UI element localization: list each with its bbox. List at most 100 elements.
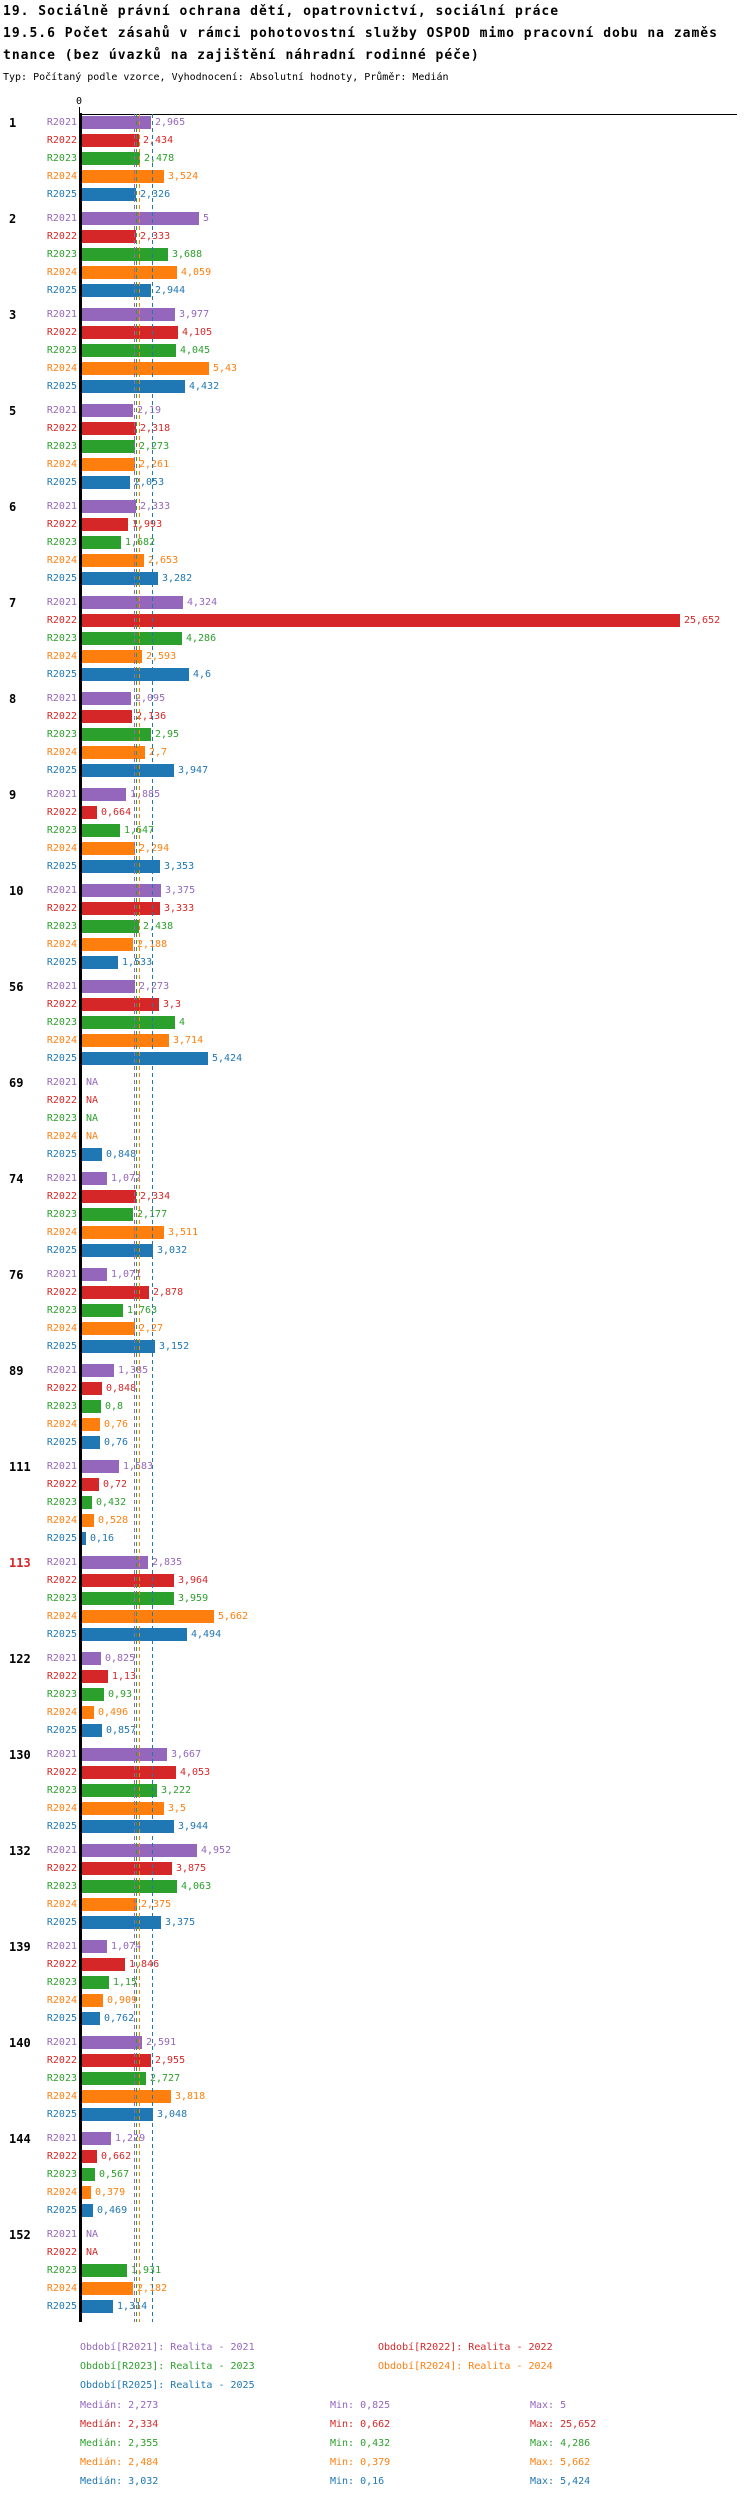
bar-R2021-group-139: [82, 1940, 107, 1953]
row-label-R2022: R2022: [46, 1095, 77, 1106]
bar-value-label: 0,72: [103, 1479, 128, 1490]
row-label-R2023: R2023: [46, 2169, 77, 2180]
bar-na-label: NA: [86, 2229, 99, 2240]
bar-value-label: 4,494: [191, 1629, 222, 1640]
bar-value-label: 3,944: [178, 1821, 209, 1832]
bar-R2022-group-132: [82, 1862, 172, 1875]
legend-item-r2022: Období[R2022]: Realita - 2022: [378, 2342, 553, 2353]
row-label-R2023: R2023: [46, 921, 77, 932]
stat-min-r2024: Min: 0,379: [330, 2457, 391, 2468]
group-label-8: 8: [9, 692, 17, 706]
bar-R2022-group-113: [82, 1574, 174, 1587]
row-label-R2024: R2024: [46, 843, 77, 854]
bar-value-label: 3,375: [165, 1917, 196, 1928]
bar-value-label: 4,6: [193, 669, 212, 680]
bar-R2022-group-56: [82, 998, 159, 1011]
bar-value-label: 2,478: [144, 153, 175, 164]
bar-R2025-group-7: [82, 668, 189, 681]
bar-R2023-group-111: [82, 1496, 92, 1509]
bar-R2022-group-144: [82, 2150, 97, 2163]
bar-R2022-group-6: [82, 518, 128, 531]
row-label-R2025: R2025: [46, 285, 77, 296]
row-label-R2024: R2024: [46, 1995, 77, 2006]
row-label-R2023: R2023: [46, 1113, 77, 1124]
row-label-R2022: R2022: [46, 1863, 77, 1874]
row-label-R2025: R2025: [46, 669, 77, 680]
row-label-R2024: R2024: [46, 2283, 77, 2294]
bar-R2023-group-132: [82, 1880, 177, 1893]
group-label-3: 3: [9, 308, 17, 322]
row-label-R2022: R2022: [46, 2247, 77, 2258]
row-label-R2024: R2024: [46, 1707, 77, 1718]
stat-median-r2024: Medián: 2,484: [80, 2457, 159, 2468]
bar-value-label: 2,294: [139, 843, 170, 854]
row-label-R2022: R2022: [46, 1767, 77, 1778]
bar-R2021-group-113: [82, 1556, 148, 1569]
row-label-R2021: R2021: [46, 1077, 77, 1088]
row-label-R2024: R2024: [46, 363, 77, 374]
bar-value-label: 2,318: [140, 423, 171, 434]
bar-value-label: 2,835: [152, 1557, 183, 1568]
median-line-R2023: [136, 114, 137, 2322]
row-label-R2021: R2021: [46, 2133, 77, 2144]
bar-value-label: 0,432: [96, 1497, 127, 1508]
bar-value-label: 3,282: [162, 573, 193, 584]
row-label-R2022: R2022: [46, 231, 77, 242]
bar-value-label: 1,074: [111, 1941, 142, 1952]
row-label-R2022: R2022: [46, 2151, 77, 2162]
bar-R2022-group-2: [82, 230, 136, 243]
chart-title-line-1: 19. Sociálně právní ochrana dětí, opatro…: [3, 4, 560, 19]
row-label-R2023: R2023: [46, 441, 77, 452]
bar-value-label: 3,875: [176, 1863, 207, 1874]
bar-R2022-group-1: [82, 134, 139, 147]
row-label-R2023: R2023: [46, 1977, 77, 1988]
bar-value-label: 0,93: [108, 1689, 133, 1700]
row-label-R2024: R2024: [46, 939, 77, 950]
bar-R2021-group-76: [82, 1268, 107, 1281]
row-label-R2025: R2025: [46, 861, 77, 872]
bar-value-label: 1,846: [129, 1959, 160, 1970]
group-label-1: 1: [9, 116, 17, 130]
bar-value-label: 0,76: [104, 1437, 129, 1448]
bar-R2024-group-2: [82, 266, 177, 279]
bar-R2023-group-113: [82, 1592, 174, 1605]
bar-R2025-group-5: [82, 476, 130, 489]
bar-R2022-group-10: [82, 902, 160, 915]
row-label-R2025: R2025: [46, 1725, 77, 1736]
bar-value-label: 5,43: [213, 363, 238, 374]
bar-R2022-group-140: [82, 2054, 151, 2067]
x-axis-line: [81, 114, 737, 115]
bar-R2024-group-111: [82, 1514, 94, 1527]
row-label-R2023: R2023: [46, 249, 77, 260]
bar-R2023-group-74: [82, 1208, 133, 1221]
bar-value-label: 2,944: [155, 285, 186, 296]
bar-value-label: 3,524: [168, 171, 199, 182]
row-label-R2023: R2023: [46, 1305, 77, 1316]
row-label-R2024: R2024: [46, 1515, 77, 1526]
bar-R2022-group-130: [82, 1766, 176, 1779]
bar-R2025-group-1: [82, 188, 136, 201]
group-label-152: 152: [9, 2228, 31, 2242]
row-label-R2024: R2024: [46, 267, 77, 278]
row-label-R2022: R2022: [46, 423, 77, 434]
bar-R2022-group-7: [82, 614, 680, 627]
group-label-130: 130: [9, 1748, 31, 1762]
stat-min-r2021: Min: 0,825: [330, 2400, 391, 2411]
bar-R2024-group-7: [82, 650, 142, 663]
row-label-R2023: R2023: [46, 1401, 77, 1412]
bar-value-label: 2,878: [153, 1287, 184, 1298]
row-label-R2021: R2021: [46, 1365, 77, 1376]
bar-na-label: NA: [86, 1077, 99, 1088]
bar-value-label: 0,528: [98, 1515, 129, 1526]
chart-title-line-2: 19.5.6 Počet zásahů v rámci pohotovostní…: [3, 26, 718, 41]
bar-value-label: 2,095: [135, 693, 166, 704]
bar-R2024-group-8: [82, 746, 145, 759]
row-label-R2021: R2021: [46, 501, 77, 512]
group-label-56: 56: [9, 980, 24, 994]
x-axis-zero-tick-label: 0: [75, 96, 83, 107]
row-label-R2021: R2021: [46, 2037, 77, 2048]
row-label-R2022: R2022: [46, 135, 77, 146]
bar-R2023-group-5: [82, 440, 135, 453]
row-label-R2025: R2025: [46, 477, 77, 488]
bar-R2025-group-144: [82, 2204, 93, 2217]
